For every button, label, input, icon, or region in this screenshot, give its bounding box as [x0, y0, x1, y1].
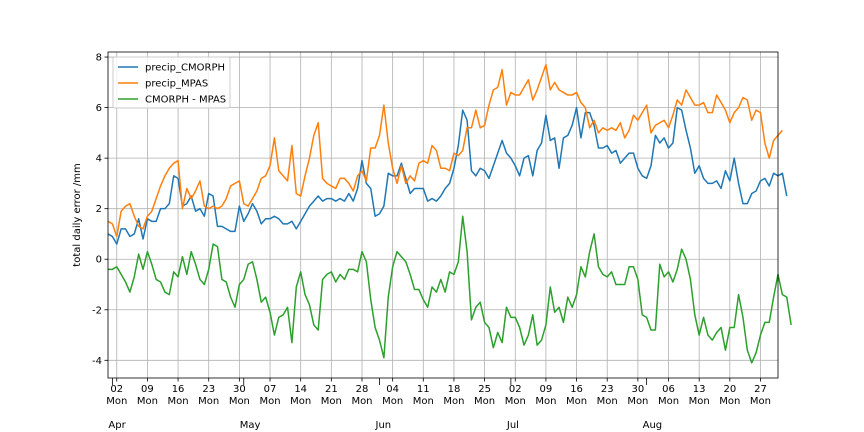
series-lines	[107, 63, 792, 364]
x-tick-label: 30	[632, 384, 645, 395]
x-tick-weekday: Mon	[535, 396, 556, 407]
y-axis: -4 -2 0 2 4 6 8	[92, 53, 108, 367]
x-tick-weekday: Mon	[321, 396, 342, 407]
y-tick-label: 6	[96, 103, 102, 114]
x-tick-weekday: Mon	[597, 396, 618, 407]
x-tick-label: 14	[294, 384, 307, 395]
x-tick-weekday: Mon	[290, 396, 311, 407]
x-tick-weekday: Mon	[627, 396, 648, 407]
x-tick-label: 18	[448, 384, 461, 395]
x-tick-weekday: Mon	[229, 396, 250, 407]
y-tick-label: -4	[92, 356, 102, 367]
x-tick-label: 09	[540, 384, 553, 395]
x-tick-label: 13	[693, 384, 706, 395]
x-tick-label: 28	[356, 384, 369, 395]
x-tick-weekday: Mon	[198, 396, 219, 407]
x-tick-label: 16	[570, 384, 583, 395]
legend-entry: precip_MPAS	[145, 79, 208, 90]
y-axis-label: total daily error /mm	[72, 163, 83, 266]
y-tick-label: 2	[96, 204, 102, 215]
x-tick-label: 04	[386, 384, 399, 395]
x-tick-label: 09	[141, 384, 154, 395]
x-tick-weekday: Mon	[168, 396, 189, 407]
month-label: Jun	[375, 420, 392, 431]
series-line-2	[107, 63, 783, 238]
x-tick-weekday: Mon	[443, 396, 464, 407]
month-label: Apr	[108, 420, 126, 431]
x-tick-label: 16	[172, 384, 185, 395]
x-tick-label: 23	[601, 384, 614, 395]
x-tick-weekday: Mon	[106, 396, 127, 407]
y-tick-label: 0	[96, 255, 102, 266]
legend: precip_CMORPH precip_MPAS CMORPH - MPAS	[112, 56, 231, 109]
y-tick-label: 4	[96, 154, 102, 165]
x-tick-weekday: Mon	[474, 396, 495, 407]
x-tick-label: 25	[478, 384, 491, 395]
x-tick-weekday: Mon	[413, 396, 434, 407]
month-label: May	[240, 420, 261, 431]
plot-frame	[107, 51, 779, 379]
series-line-1	[107, 106, 788, 245]
y-tick-label: 8	[96, 53, 102, 64]
x-axis: 02Mon09Mon16Mon23Mon30Mon07Mon14Mon21Mon…	[106, 378, 771, 431]
x-tick-label: 07	[264, 384, 277, 395]
y-tick-label: -2	[92, 305, 102, 316]
x-tick-label: 23	[202, 384, 215, 395]
x-tick-label: 20	[723, 384, 736, 395]
x-tick-label: 11	[417, 384, 430, 395]
x-tick-label: 27	[754, 384, 767, 395]
x-tick-weekday: Mon	[382, 396, 403, 407]
month-label: Aug	[643, 420, 663, 431]
x-tick-weekday: Mon	[505, 396, 526, 407]
x-tick-label: 30	[233, 384, 246, 395]
x-tick-label: 06	[662, 384, 675, 395]
x-tick-weekday: Mon	[137, 396, 158, 407]
month-label: Jul	[506, 420, 519, 431]
x-tick-weekday: Mon	[719, 396, 740, 407]
x-tick-weekday: Mon	[689, 396, 710, 407]
x-tick-label: 21	[325, 384, 338, 395]
x-tick-weekday: Mon	[351, 396, 372, 407]
x-tick-label: 02	[509, 384, 522, 395]
legend-entry: CMORPH - MPAS	[145, 95, 226, 106]
legend-entry: precip_CMORPH	[145, 63, 225, 74]
x-tick-weekday: Mon	[750, 396, 771, 407]
legend-box	[112, 56, 231, 109]
x-tick-weekday: Mon	[658, 396, 679, 407]
x-tick-weekday: Mon	[259, 396, 280, 407]
series-line-3	[108, 215, 792, 364]
x-tick-weekday: Mon	[566, 396, 587, 407]
x-tick-label: 02	[110, 384, 123, 395]
